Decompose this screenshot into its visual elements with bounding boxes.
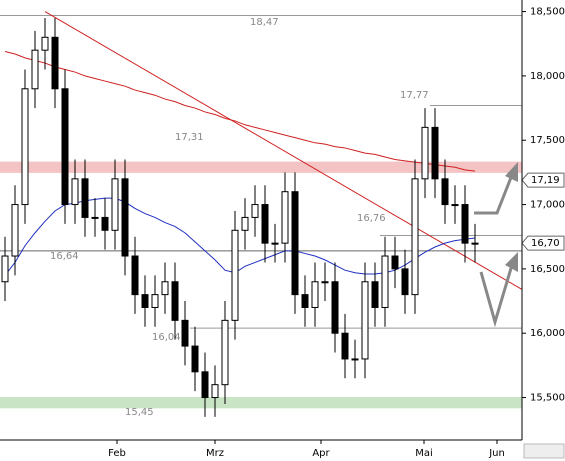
candle-body xyxy=(51,36,59,90)
candle-body xyxy=(201,371,209,399)
candle-body xyxy=(181,319,189,347)
candle-body xyxy=(351,358,359,361)
candle-body xyxy=(221,319,229,386)
candle-body xyxy=(321,281,329,284)
candle-body xyxy=(91,216,99,219)
y-tick-label: 17,500 xyxy=(530,135,565,146)
arrow-head xyxy=(505,252,518,272)
candle-body xyxy=(421,126,429,180)
candle-body xyxy=(271,242,279,245)
candle-body xyxy=(111,178,119,231)
candle-body xyxy=(381,255,389,308)
y-tick-label: 15,500 xyxy=(530,393,565,404)
candle-body xyxy=(401,268,409,296)
candle-body xyxy=(411,178,419,296)
x-tick-label: Feb xyxy=(108,448,126,459)
candle-body xyxy=(131,255,139,296)
candle-body xyxy=(361,281,369,360)
x-tick-label: Mrz xyxy=(206,448,224,459)
x-tick-label: Mai xyxy=(415,448,433,459)
trendline xyxy=(44,11,523,290)
level-label: 16,04 xyxy=(152,332,181,343)
candle-body xyxy=(331,281,339,334)
x-tick-label: Apr xyxy=(312,448,330,459)
candle-body xyxy=(281,191,289,244)
candle-body xyxy=(161,281,169,296)
candle-body xyxy=(81,178,89,218)
level-label: 15,45 xyxy=(125,407,154,418)
x-tick-label: Jun xyxy=(488,448,505,459)
candle-body xyxy=(141,294,149,308)
arrow xyxy=(474,174,514,215)
candle-body xyxy=(61,88,69,206)
candle-body xyxy=(101,216,109,231)
y-tick-label: 18,000 xyxy=(530,71,565,82)
price-marker xyxy=(521,235,565,251)
price-marker-label: 16,70 xyxy=(531,238,560,249)
price-marker-label: 17,19 xyxy=(531,175,560,186)
candle-body xyxy=(11,204,19,257)
candle-body xyxy=(301,294,309,308)
candle-body xyxy=(151,294,159,308)
candle-body xyxy=(31,49,39,90)
candle-body xyxy=(171,281,179,321)
y-tick-label: 16,000 xyxy=(530,328,565,339)
candle-body xyxy=(431,126,439,180)
candle-body xyxy=(341,332,349,360)
moving-average xyxy=(4,50,476,172)
candle-body xyxy=(391,255,399,270)
zoom-controls[interactable] xyxy=(523,443,565,459)
arrow-head xyxy=(505,162,518,182)
level-label: 17,31 xyxy=(175,132,204,143)
plot-area xyxy=(0,0,522,440)
candle-body xyxy=(291,191,299,296)
candle-body xyxy=(191,345,199,373)
y-tick-label: 17,000 xyxy=(530,200,565,211)
candle-body xyxy=(71,178,79,206)
candle-body xyxy=(371,281,379,308)
level-label: 16,64 xyxy=(50,251,79,262)
y-tick-label: 18,500 xyxy=(530,7,565,18)
candle-body xyxy=(311,281,319,308)
candle-body xyxy=(441,178,449,206)
level-label: 16,76 xyxy=(357,213,386,224)
candle-body xyxy=(241,216,249,231)
candle-body xyxy=(21,88,29,206)
candle-body xyxy=(1,255,9,283)
candle-body xyxy=(121,178,129,257)
y-tick-label: 16,500 xyxy=(530,264,565,275)
price-marker xyxy=(521,172,565,188)
candle-body xyxy=(211,384,219,399)
candle-body xyxy=(251,204,259,218)
level-label: 18,47 xyxy=(250,17,279,28)
candle-body xyxy=(41,36,49,51)
candle-body xyxy=(451,204,459,207)
candle-body xyxy=(231,229,239,321)
band xyxy=(0,397,523,409)
candle-body xyxy=(261,204,269,244)
candle-body xyxy=(471,242,479,245)
level-label: 17,77 xyxy=(400,90,429,101)
arrow xyxy=(479,264,514,328)
band xyxy=(0,161,523,173)
candle-body xyxy=(461,204,469,244)
